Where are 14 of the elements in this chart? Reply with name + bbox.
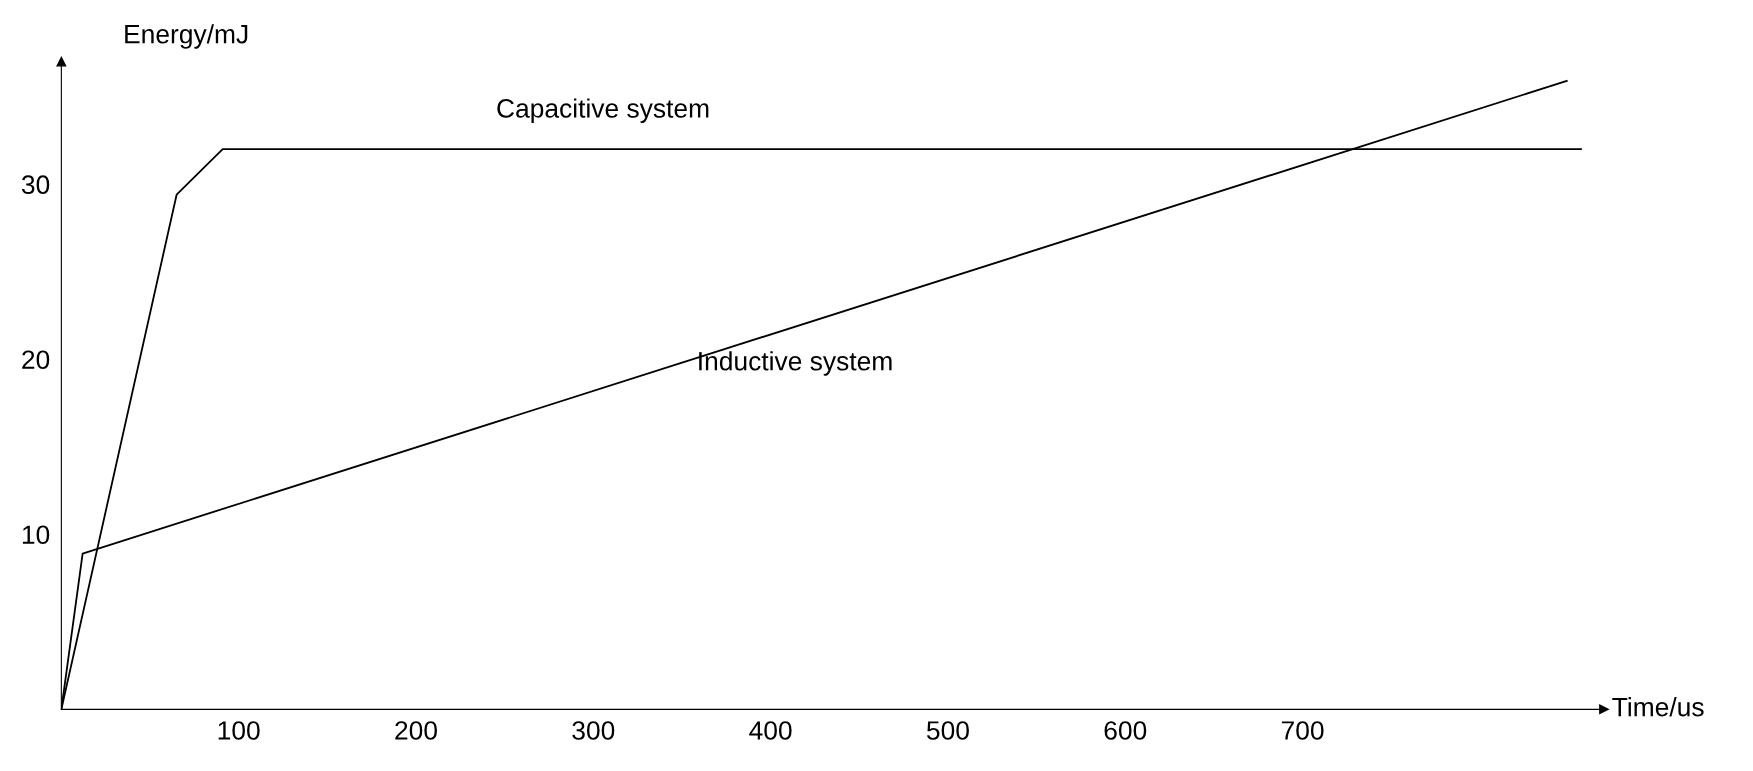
x-tick-label: 400 [749, 721, 792, 740]
x-tick-label: 500 [926, 721, 969, 740]
y-tick-label: 30 [21, 175, 50, 195]
x-axis-title: Time/us [1612, 697, 1704, 717]
x-tick-label: 300 [572, 721, 615, 740]
x-tick-label: 700 [1281, 721, 1324, 740]
series-label: Capacitive system [497, 98, 709, 123]
y-tick-label: 10 [22, 525, 50, 545]
y-axis-title: Energy/mJ [125, 24, 248, 49]
y-tick-label: 20 [22, 350, 50, 370]
series-label: Inductive system [699, 351, 892, 376]
x-tick-label: 100 [218, 721, 260, 740]
x-tick-label: 600 [1104, 721, 1147, 740]
x-tick-label: 200 [395, 721, 437, 740]
